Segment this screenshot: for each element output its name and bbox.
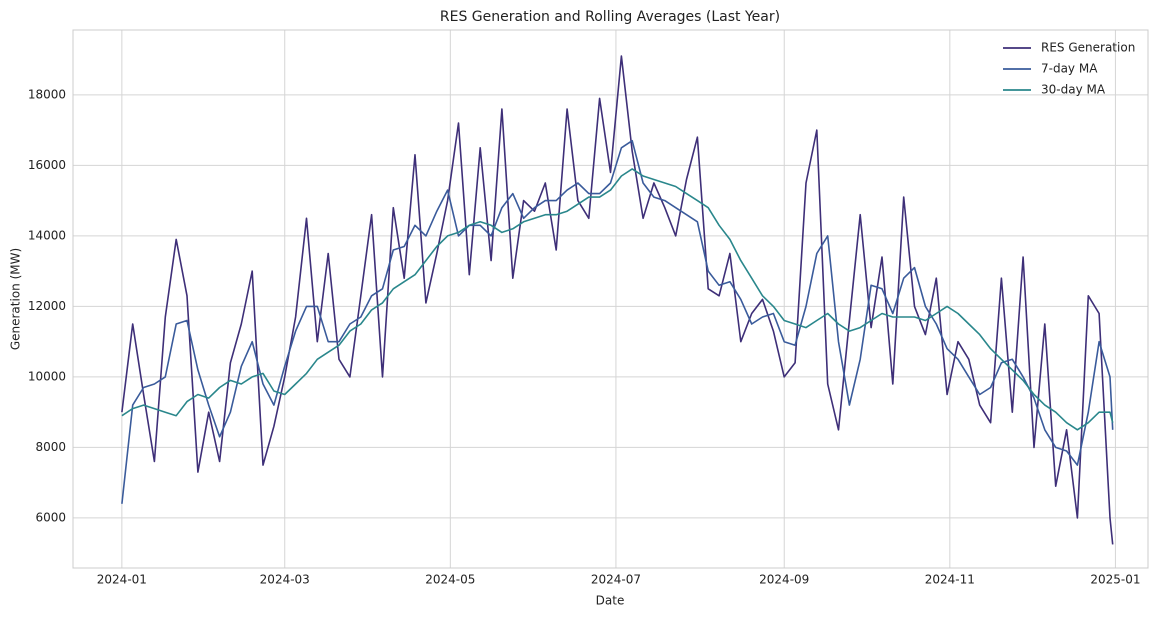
- legend-label: RES Generation: [1041, 41, 1135, 55]
- x-tick-label: 2024-09: [759, 573, 809, 587]
- y-tick-label: 16000: [28, 158, 66, 172]
- y-tick-label: 14000: [28, 228, 66, 242]
- x-axis-label: Date: [596, 594, 625, 608]
- y-tick-label: 8000: [35, 440, 66, 454]
- y-axis-label: Generation (MW): [9, 248, 23, 350]
- y-tick-label: 10000: [28, 369, 66, 383]
- x-tick-label: 2024-03: [260, 573, 310, 587]
- x-tick-label: 2025-01: [1090, 573, 1140, 587]
- y-tick-label: 6000: [35, 510, 66, 524]
- chart-title: RES Generation and Rolling Averages (Las…: [440, 9, 780, 25]
- legend-label: 30-day MA: [1041, 83, 1106, 97]
- y-tick-label: 12000: [28, 299, 66, 313]
- y-tick-label: 18000: [28, 87, 66, 101]
- series-line: [121, 168, 1114, 431]
- plot-frame: [72, 29, 1149, 569]
- series-line: [121, 139, 1114, 504]
- x-tick-label: 2024-11: [925, 573, 975, 587]
- x-tick-label: 2024-01: [97, 573, 147, 587]
- legend-label: 7-day MA: [1041, 62, 1098, 76]
- x-tick-label: 2024-07: [591, 573, 641, 587]
- x-tick-label: 2024-05: [425, 573, 475, 587]
